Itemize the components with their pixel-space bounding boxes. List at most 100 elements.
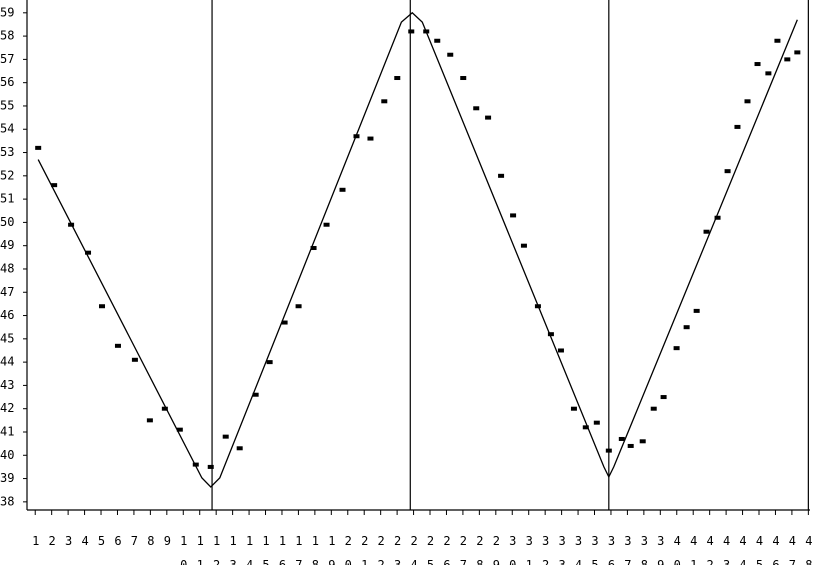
x-tick-label: 35 [588,534,602,565]
data-point [498,173,505,178]
x-tick-label: 22 [374,534,388,565]
x-tick-label: 40 [670,534,684,565]
data-point [114,343,121,348]
y-tick-label: 51 [0,192,14,206]
x-tick-label: 15 [259,534,273,565]
y-tick-label: 43 [0,378,14,392]
data-point [236,446,243,451]
data-point [99,304,106,309]
data-point [295,304,302,309]
data-point [192,462,199,467]
data-point [310,246,317,251]
x-tick-label: 29 [489,534,503,565]
data-point [485,115,492,120]
data-point [639,439,646,444]
data-point [570,406,577,411]
x-tick-label: 33 [555,534,569,565]
x-tick-label: 26 [440,534,454,565]
data-point [794,50,801,55]
x-tick-label: 18 [308,534,322,565]
y-tick-label: 40 [0,448,14,462]
data-point [353,134,360,139]
y-tick-label: 57 [0,52,14,66]
y-tick-label: 53 [0,145,14,159]
x-tick-label: 14 [243,534,257,565]
x-tick-label: 44 [736,534,750,565]
x-tick-label: 27 [456,534,470,565]
y-tick-label: 45 [0,331,14,345]
x-tick-label: 3 [62,534,76,558]
x-tick-label: 5 [95,534,109,558]
data-point [683,325,690,330]
data-point [650,406,657,411]
x-tick-label: 45 [753,534,767,565]
data-point [765,71,772,76]
x-tick-label: 47 [785,534,799,565]
x-tick-label: 41 [687,534,701,565]
x-tick-label: 20 [341,534,355,565]
x-tick-label: 46 [769,534,783,565]
data-point [281,320,288,325]
data-point [131,357,138,362]
data-point [627,443,634,448]
data-point [161,406,168,411]
data-point [447,52,454,57]
data-point [547,332,554,337]
x-tick-label: 30 [506,534,520,565]
data-point [618,436,625,441]
fit-line [37,11,798,488]
y-tick-label: 50 [0,215,14,229]
x-tick-label: 43 [720,534,734,565]
x-tick-label: 23 [391,534,405,565]
x-tick-label: 39 [654,534,668,565]
x-tick-label: 24 [407,534,421,565]
y-tick-label: 41 [0,424,14,438]
data-point [323,222,330,227]
x-tick-label: 1 [29,534,43,558]
x-tick-label: 10 [177,534,191,565]
data-point [394,76,401,81]
x-tick-label: 25 [424,534,438,565]
data-point [51,183,58,188]
y-tick-label: 48 [0,261,14,275]
y-tick-label: 59 [0,5,14,19]
data-point [35,145,42,150]
data-point [510,213,517,218]
x-tick-label: 19 [325,534,339,565]
data-point [774,38,781,43]
data-point [68,222,75,227]
x-tick-label: 17 [292,534,306,565]
data-point [473,106,480,111]
data-point [784,57,791,62]
data-point [660,395,667,400]
x-tick-label: 7 [127,534,141,558]
data-point [381,99,388,104]
data-point [423,29,430,34]
x-tick-label: 12 [210,534,224,565]
x-tick-label: 6 [111,534,125,558]
y-tick-label: 47 [0,285,14,299]
data-point [557,348,564,353]
x-tick-label: 16 [275,534,289,565]
y-tick-label: 39 [0,471,14,485]
data-point [605,448,612,453]
data-point [222,434,229,439]
data-point [693,308,700,313]
x-tick-label: 21 [358,534,372,565]
data-point [754,62,761,67]
x-tick-label: 38 [637,534,651,565]
x-tick-label: 28 [473,534,487,565]
y-tick-label: 55 [0,98,14,112]
x-tick-label: 36 [604,534,618,565]
data-point [339,187,346,192]
x-tick-label: 13 [226,534,240,565]
y-tick-label: 54 [0,122,14,136]
data-point [703,229,710,234]
x-tick-label: 11 [193,534,207,565]
data-point [367,136,374,141]
data-point [534,304,541,309]
data-point [593,420,600,425]
x-tick-label: 37 [621,534,635,565]
y-tick-label: 56 [0,75,14,89]
